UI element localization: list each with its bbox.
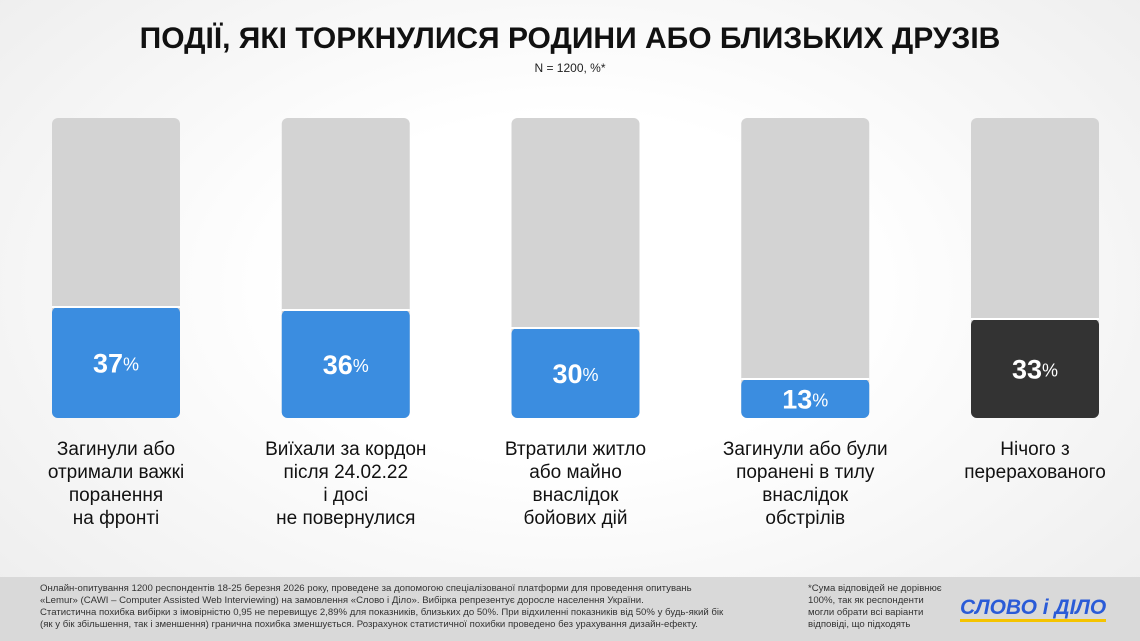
bar: [281, 310, 410, 418]
footnote: *Сума відповідей не дорівнює 100%, так я…: [808, 583, 942, 630]
value-label: 37%: [93, 349, 139, 379]
bar: [511, 328, 640, 418]
logo: СЛОВО і ДІЛО: [960, 597, 1107, 622]
bar: [741, 379, 870, 418]
bar: [971, 319, 1099, 418]
chart: ПОДІЇ, ЯКІ ТОРКНУЛИСЯ РОДИНИ АБО БЛИЗЬКИ…: [48, 22, 1106, 529]
category-label: Виїхали за кордон після 24.02.22 і досі не …: [265, 439, 426, 529]
bar: [52, 307, 180, 418]
value-label: 30%: [552, 359, 598, 389]
value-label: 13%: [782, 385, 828, 415]
value-label: 33%: [1012, 355, 1058, 385]
category-label: Втратили житло або майно внаслідок бойових …: [505, 439, 646, 529]
category-label: Нічого з перерахованого: [964, 439, 1106, 483]
chart-subtitle: N = 1200, %*: [534, 61, 605, 75]
chart-title: ПОДІЇ, ЯКІ ТОРКНУЛИСЯ РОДИНИ АБО БЛИЗЬКИ…: [140, 22, 1001, 55]
bar-track: [741, 118, 870, 418]
category-label: Загинули або були поранені в тилу внаслідо…: [723, 439, 888, 529]
category-label: Загинули або отримали важкі поранення на фр…: [48, 439, 184, 529]
footer: Онлайн-опитування 1200 респондентів 18-2…: [0, 577, 1140, 641]
value-label: 36%: [323, 350, 369, 380]
methodology: Онлайн-опитування 1200 респондентів 18-2…: [40, 583, 724, 630]
